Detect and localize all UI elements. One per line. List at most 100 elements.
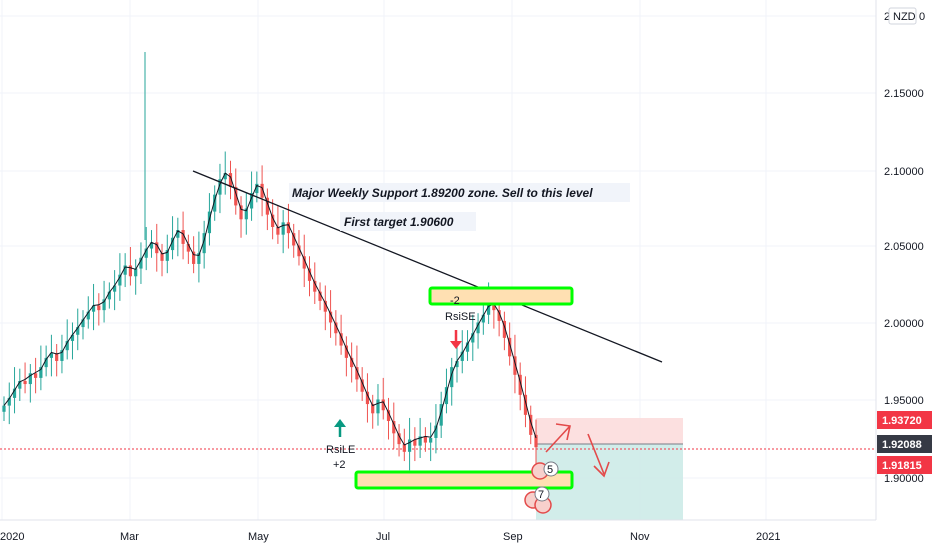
- candle-body: [265, 197, 269, 215]
- candle-body: [197, 253, 201, 264]
- candle-body: [502, 320, 506, 338]
- price-tick-label: 2.05000: [884, 241, 924, 253]
- event-badge-5[interactable]: 5: [531, 461, 559, 480]
- candle-body: [181, 230, 185, 244]
- candle-body: [55, 353, 59, 361]
- candle-body: [39, 367, 43, 378]
- support-zone[interactable]: [354, 470, 574, 490]
- currency-badge[interactable]: [888, 7, 917, 25]
- candle-body: [518, 374, 522, 395]
- candle-body: [397, 433, 401, 445]
- event-badge-count: 5: [547, 464, 553, 476]
- candle-body: [302, 256, 306, 269]
- candle-body: [218, 179, 222, 195]
- candle-body: [508, 337, 512, 357]
- candle-body: [460, 351, 464, 361]
- top-price-label: 0: [919, 11, 925, 23]
- candle-body: [471, 333, 475, 343]
- annotation-first-target[interactable]: First target 1.90600: [344, 215, 454, 229]
- candle-body: [123, 265, 127, 275]
- candle-body: [318, 291, 322, 301]
- candle-body: [260, 183, 264, 198]
- candle-body: [239, 205, 243, 220]
- candle-body: [118, 274, 122, 286]
- candle-body: [350, 357, 354, 368]
- candle-body: [492, 303, 496, 311]
- time-tick-label: Jul: [376, 531, 390, 543]
- candle-body: [413, 439, 417, 446]
- stop-loss-zone[interactable]: [536, 418, 683, 444]
- event-badge-7[interactable]: 7: [524, 486, 552, 514]
- candle-body: [207, 211, 212, 234]
- candle-body: [65, 340, 69, 351]
- candle-body: [402, 444, 406, 452]
- up-arrow-icon: [334, 419, 346, 437]
- candle-body: [386, 410, 391, 422]
- trendline[interactable]: [192, 170, 663, 363]
- candle-body: [529, 414, 533, 435]
- candle-body: [434, 425, 438, 438]
- candle-body: [102, 299, 106, 311]
- signal-short-count: -2: [450, 295, 460, 307]
- candle-body: [360, 379, 364, 392]
- candle-body: [523, 394, 528, 415]
- candle-body: [276, 226, 280, 235]
- top-price-label: 2: [884, 11, 890, 23]
- projection-arrow-down-icon: [587, 433, 610, 478]
- candle-body: [465, 342, 470, 352]
- candle-body: [407, 439, 412, 452]
- candle-body: [176, 230, 180, 238]
- candle-body: [70, 334, 75, 341]
- price-tick-label: 2.00000: [884, 318, 924, 330]
- candle-body: [34, 373, 38, 378]
- candle-body: [60, 350, 64, 361]
- currency-label[interactable]: NZD: [893, 11, 916, 23]
- candle-body: [134, 268, 138, 277]
- candle-body: [429, 437, 433, 443]
- signal-long-label: RsiLE: [326, 444, 355, 456]
- candle-body: [344, 345, 348, 358]
- candle-body: [476, 322, 480, 334]
- candle-body: [439, 404, 443, 426]
- candle-body: [12, 388, 17, 398]
- time-axis[interactable]: [0, 520, 932, 550]
- candle-body: [534, 434, 538, 448]
- candle-body: [213, 194, 217, 212]
- resistance-zone[interactable]: [428, 286, 574, 306]
- annotation-major-support[interactable]: Major Weekly Support 1.89200 zone. Sell …: [292, 186, 593, 200]
- candle-body: [313, 280, 317, 292]
- candle-body: [149, 242, 154, 249]
- time-tick-label: Mar: [120, 531, 139, 543]
- stop-price-tag: [877, 411, 932, 429]
- candle-body: [481, 314, 485, 323]
- last-price-tag: [877, 435, 932, 453]
- grid: [0, 0, 876, 520]
- candle-body: [165, 250, 169, 261]
- candle-body: [339, 333, 343, 346]
- stop-price-value: 1.93720: [882, 415, 922, 427]
- candle-body: [91, 305, 96, 312]
- candle-body: [81, 319, 85, 328]
- candle-body: [139, 257, 143, 269]
- candle-body: [323, 300, 327, 312]
- candle-body: [355, 367, 359, 380]
- candle-body: [418, 436, 422, 446]
- candle-body: [170, 237, 175, 251]
- candle-body: [49, 353, 54, 358]
- time-tick-label: May: [248, 531, 269, 543]
- candle-body: [107, 291, 111, 300]
- price-tick-label: 1.90000: [884, 473, 924, 485]
- annotation-bg: [289, 183, 630, 202]
- candle-body: [281, 222, 285, 235]
- candle-body: [144, 248, 148, 258]
- candle-body: [160, 253, 164, 261]
- candle-body: [450, 367, 454, 388]
- candle-body: [44, 357, 48, 368]
- time-tick-label: 2020: [0, 531, 24, 543]
- candle-body: [292, 233, 296, 246]
- candle-body: [455, 360, 459, 368]
- moving-average-line: [3, 172, 537, 446]
- down-arrow-icon: [450, 330, 462, 349]
